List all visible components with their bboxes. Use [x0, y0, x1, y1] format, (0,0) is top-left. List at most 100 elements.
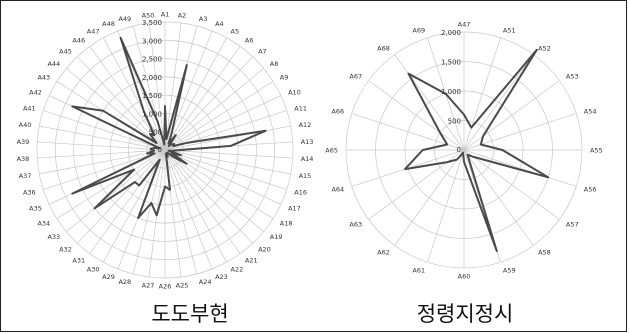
- left-category-label: A17: [288, 204, 301, 212]
- left-tick-label: 0: [158, 146, 162, 154]
- left-spoke: [66, 149, 166, 232]
- left-spoke: [164, 149, 198, 275]
- right-spoke: [463, 149, 560, 220]
- left-tick-label: 2,500: [142, 56, 162, 64]
- right-category-label: A57: [566, 221, 579, 229]
- left-category-label: A32: [59, 246, 72, 254]
- left-category-label: A45: [59, 47, 72, 55]
- left-category-label: A48: [102, 20, 115, 28]
- left-spoke: [103, 149, 166, 263]
- left-category-label: A46: [72, 37, 85, 45]
- left-spoke: [164, 149, 264, 232]
- left-tick-label: 1,500: [142, 92, 162, 100]
- left-spoke: [66, 68, 166, 151]
- left-category-label: A12: [299, 121, 312, 129]
- left-spoke: [164, 149, 287, 190]
- left-tick-label: 500: [149, 129, 162, 137]
- left-category-label: A31: [72, 257, 85, 265]
- left-category-label: A5: [231, 27, 240, 35]
- right-category-label: A56: [584, 185, 597, 193]
- left-category-label: A44: [47, 60, 60, 68]
- right-spoke: [463, 149, 577, 187]
- left-category-label: A24: [199, 278, 212, 286]
- left-category-label: A16: [294, 189, 307, 197]
- left-spoke: [164, 125, 291, 151]
- left-category-label: A2: [178, 12, 187, 20]
- right-category-label: A60: [458, 273, 471, 281]
- right-tick-label: 1,000: [441, 88, 461, 96]
- left-spoke: [164, 149, 281, 205]
- right-chart-caption: 정령지정시: [416, 302, 514, 326]
- right-category-label: A47: [458, 21, 471, 29]
- left-spoke: [37, 141, 166, 151]
- left-category-label: A49: [118, 15, 131, 23]
- right-category-label: A67: [349, 72, 362, 80]
- left-spoke: [164, 149, 227, 263]
- left-spoke: [164, 81, 274, 151]
- left-spoke: [164, 149, 293, 159]
- right-spoke: [463, 80, 560, 151]
- right-spoke: [463, 54, 534, 151]
- right-category-label: A62: [377, 248, 390, 256]
- left-spoke: [164, 37, 227, 151]
- left-category-label: A36: [23, 189, 36, 197]
- left-tick-label: 3,500: [142, 19, 162, 27]
- right-tick-label: 2,000: [441, 29, 461, 37]
- left-spoke: [37, 149, 166, 159]
- left-category-label: A7: [258, 47, 267, 55]
- left-category-label: A4: [215, 20, 224, 28]
- right-category-label: A61: [412, 266, 425, 274]
- left-category-label: A1: [161, 11, 170, 19]
- left-spoke: [164, 56, 253, 151]
- left-spoke: [148, 22, 166, 151]
- left-spoke: [39, 149, 166, 175]
- right-spoke: [463, 113, 577, 151]
- right-category-label: A64: [331, 185, 344, 193]
- left-category-label: A3: [199, 15, 208, 23]
- left-category-label: A29: [102, 273, 115, 281]
- left-category-label: A9: [280, 74, 289, 82]
- left-spoke: [39, 125, 166, 151]
- left-category-label: A50: [142, 12, 155, 20]
- left-category-label: A10: [288, 89, 301, 97]
- left-category-label: A30: [87, 266, 100, 274]
- left-category-label: A47: [87, 27, 100, 35]
- left-category-label: A43: [37, 74, 50, 82]
- left-spoke: [164, 22, 182, 151]
- right-category-label: A59: [503, 266, 516, 274]
- right-category-label: A52: [538, 45, 551, 53]
- left-category-label: A33: [47, 233, 60, 241]
- left-category-label: A37: [19, 172, 32, 180]
- right-tick-label: 0: [457, 146, 461, 154]
- left-spoke: [56, 149, 166, 219]
- left-category-label: A25: [176, 281, 189, 289]
- left-category-label: A19: [270, 233, 283, 241]
- left-spoke: [164, 149, 241, 254]
- left-category-label: A11: [294, 105, 307, 113]
- left-category-label: A28: [118, 278, 131, 286]
- left-category-label: A42: [29, 89, 42, 97]
- right-category-label: A68: [377, 45, 390, 53]
- left-category-label: A39: [17, 138, 30, 146]
- left-category-label: A26: [159, 283, 172, 291]
- right-tick-label: 1,500: [441, 59, 461, 67]
- left-category-label: A13: [301, 138, 314, 146]
- left-spoke: [43, 110, 166, 151]
- left-spoke: [164, 46, 241, 151]
- left-category-label: A20: [258, 246, 271, 254]
- right-category-label: A69: [412, 27, 425, 35]
- left-category-label: A38: [17, 155, 30, 163]
- left-spoke: [132, 149, 166, 275]
- left-category-label: A22: [231, 266, 244, 274]
- right-category-label: A53: [566, 72, 579, 80]
- left-category-label: A15: [299, 172, 312, 180]
- right-spoke: [463, 149, 534, 246]
- right-category-label: A55: [590, 147, 603, 155]
- left-tick-label: 3,000: [142, 37, 162, 45]
- left-spoke: [164, 149, 291, 175]
- left-category-label: A35: [29, 204, 42, 212]
- left-spoke: [103, 37, 166, 151]
- left-category-label: A41: [23, 105, 36, 113]
- left-category-label: A34: [37, 219, 50, 227]
